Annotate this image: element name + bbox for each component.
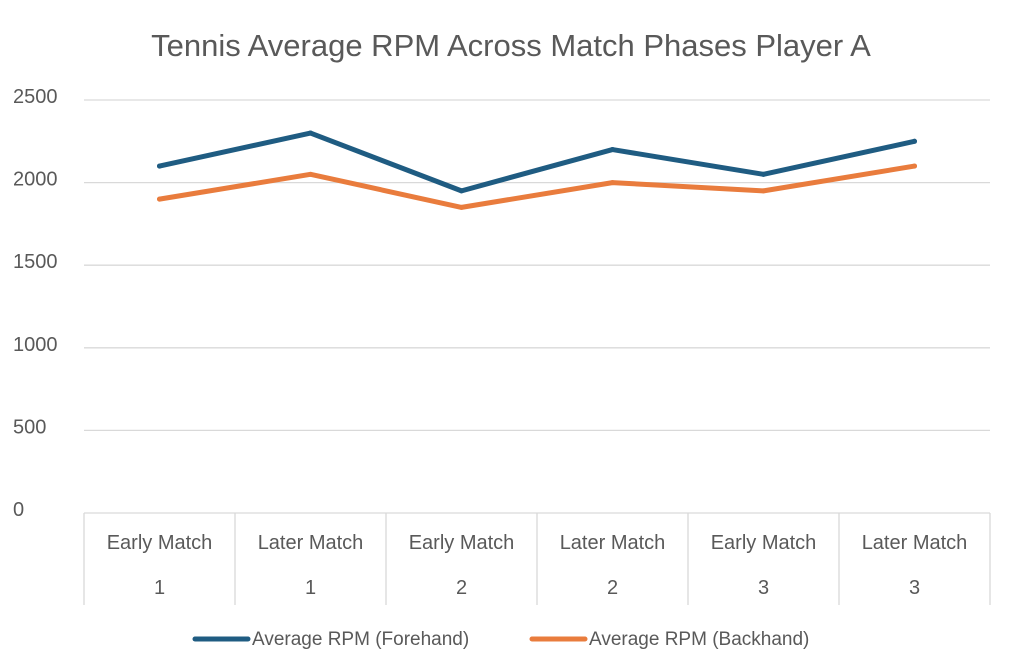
y-axis-ticks: 0 500 1000 1500 2000 2500 [13,86,58,521]
y-tick-label: 0 [13,499,24,521]
y-tick-label: 1500 [13,251,58,273]
x-tick-label: 3 [758,577,769,599]
x-tick-label: Later Match [258,532,364,554]
x-tick-label: Early Match [409,532,515,554]
chart-title: Tennis Average RPM Across Match Phases P… [151,28,871,63]
y-tick-label: 1000 [13,334,58,356]
series-lines [157,130,917,210]
x-tick-label: 2 [456,577,467,599]
x-tick-label: Later Match [862,532,968,554]
y-tick-label: 2000 [13,169,58,191]
legend: Average RPM (Forehand) Average RPM (Backh… [192,629,809,650]
x-tick-label: 2 [607,577,618,599]
series-line-forehand [157,130,917,194]
data-point [459,188,464,194]
data-point [157,163,162,169]
x-tick-label: 3 [909,577,920,599]
data-point [761,171,766,177]
gridlines [84,99,990,432]
data-point [761,188,766,194]
legend-label: Average RPM (Backhand) [589,629,809,650]
data-point [912,163,917,169]
y-tick-label: 2500 [13,86,58,108]
data-point [912,138,917,144]
series-line-backhand [157,163,917,210]
x-tick-label: Early Match [107,532,213,554]
data-point [157,196,162,202]
x-tick-label: 1 [305,577,316,599]
x-tick-label: Later Match [560,532,666,554]
x-axis: Early Match 1 Later Match 1 Early Match 2 Late… [83,512,991,605]
data-point [610,147,615,153]
data-point [308,171,313,177]
y-tick-label: 500 [13,416,46,438]
legend-label: Average RPM (Forehand) [252,629,469,650]
data-point [610,180,615,186]
data-point [459,204,464,210]
x-tick-label: 1 [154,577,165,599]
data-point [308,130,313,136]
x-tick-label: Early Match [711,532,817,554]
